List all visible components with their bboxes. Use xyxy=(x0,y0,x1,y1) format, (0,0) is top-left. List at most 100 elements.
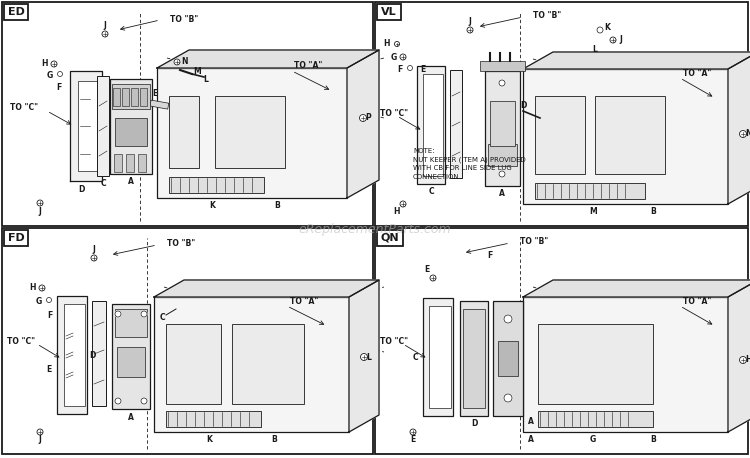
Polygon shape xyxy=(523,280,750,297)
Circle shape xyxy=(407,65,413,71)
Text: H: H xyxy=(745,355,750,365)
Text: D: D xyxy=(78,185,84,193)
Bar xyxy=(232,324,304,404)
Text: F: F xyxy=(56,82,62,92)
Circle shape xyxy=(597,27,603,33)
Polygon shape xyxy=(349,280,379,432)
Text: K: K xyxy=(209,202,215,211)
Bar xyxy=(423,298,453,416)
Text: C: C xyxy=(100,179,106,187)
Polygon shape xyxy=(70,71,102,181)
Text: K: K xyxy=(206,436,212,445)
Text: TO "B": TO "B" xyxy=(170,15,198,23)
Text: N: N xyxy=(746,130,750,138)
Text: NOTE:
NUT KEEPER (ITEM A) PROVIDED
WITH CB FOR LINE SIDE LUG
CONNECTION: NOTE: NUT KEEPER (ITEM A) PROVIDED WITH … xyxy=(413,148,526,180)
Circle shape xyxy=(91,255,97,261)
Bar xyxy=(535,183,645,199)
Text: ED: ED xyxy=(8,7,25,17)
Text: J: J xyxy=(620,36,622,44)
Bar xyxy=(115,118,147,146)
Circle shape xyxy=(37,429,43,435)
Text: B: B xyxy=(272,436,277,445)
Text: A: A xyxy=(528,418,534,426)
Circle shape xyxy=(740,131,746,137)
Bar xyxy=(377,4,401,20)
Circle shape xyxy=(467,27,473,33)
Polygon shape xyxy=(347,50,379,198)
Circle shape xyxy=(499,80,505,86)
Bar xyxy=(450,70,462,178)
Text: D: D xyxy=(520,102,526,110)
Bar xyxy=(140,88,147,106)
Text: J: J xyxy=(469,17,472,27)
Text: B: B xyxy=(274,202,280,211)
Bar xyxy=(215,96,285,168)
Polygon shape xyxy=(157,50,379,68)
Bar xyxy=(78,81,100,171)
Text: FD: FD xyxy=(8,233,24,243)
Text: TO "B": TO "B" xyxy=(167,240,195,249)
Bar xyxy=(2,2,373,226)
Bar xyxy=(113,88,120,106)
Bar xyxy=(97,76,109,176)
Text: TO "B": TO "B" xyxy=(520,238,548,246)
Text: H: H xyxy=(384,39,390,49)
Bar xyxy=(166,324,221,404)
Bar xyxy=(485,71,520,186)
Bar xyxy=(112,304,150,409)
Text: C: C xyxy=(159,312,165,322)
Text: A: A xyxy=(128,176,134,185)
Text: TO "A": TO "A" xyxy=(294,61,322,71)
Text: TO "C": TO "C" xyxy=(380,109,408,118)
Text: E: E xyxy=(410,436,416,445)
Text: E: E xyxy=(152,89,157,98)
Bar xyxy=(57,296,87,414)
Text: J: J xyxy=(92,245,95,255)
Circle shape xyxy=(51,61,57,67)
Text: K: K xyxy=(604,23,610,33)
Bar xyxy=(490,101,515,146)
Bar xyxy=(488,144,517,166)
Text: F: F xyxy=(47,311,53,320)
Circle shape xyxy=(430,275,436,281)
Bar xyxy=(460,301,488,416)
Text: TO "A": TO "A" xyxy=(683,296,711,305)
Text: G: G xyxy=(391,53,398,61)
Text: B: B xyxy=(650,207,656,217)
Text: J: J xyxy=(38,436,41,445)
Text: L: L xyxy=(203,75,208,83)
Circle shape xyxy=(504,394,512,402)
Bar xyxy=(535,96,585,174)
Bar xyxy=(150,100,169,109)
Circle shape xyxy=(141,398,147,404)
Bar xyxy=(126,154,134,172)
Bar xyxy=(523,69,728,204)
Text: TO "B": TO "B" xyxy=(533,11,561,21)
Text: G: G xyxy=(46,71,53,81)
Circle shape xyxy=(141,311,147,317)
Circle shape xyxy=(39,285,45,291)
Text: C: C xyxy=(413,353,418,361)
Bar xyxy=(595,96,665,174)
Text: D: D xyxy=(471,420,477,429)
Text: J: J xyxy=(38,207,41,217)
Text: A: A xyxy=(499,190,505,198)
Bar xyxy=(114,154,122,172)
Bar xyxy=(498,341,518,376)
Circle shape xyxy=(115,398,121,404)
Text: TO "A": TO "A" xyxy=(290,296,318,305)
Circle shape xyxy=(400,54,406,60)
Bar xyxy=(166,411,261,427)
Circle shape xyxy=(504,315,512,323)
Text: TO "A": TO "A" xyxy=(683,69,711,77)
Circle shape xyxy=(400,201,406,207)
Text: H: H xyxy=(28,284,35,293)
Text: TO "C": TO "C" xyxy=(7,337,35,345)
Bar xyxy=(423,74,443,176)
Circle shape xyxy=(115,311,121,317)
Text: H: H xyxy=(40,60,47,69)
Text: M: M xyxy=(194,66,201,76)
Bar xyxy=(463,309,485,408)
Text: E: E xyxy=(46,365,52,375)
Bar xyxy=(131,88,138,106)
